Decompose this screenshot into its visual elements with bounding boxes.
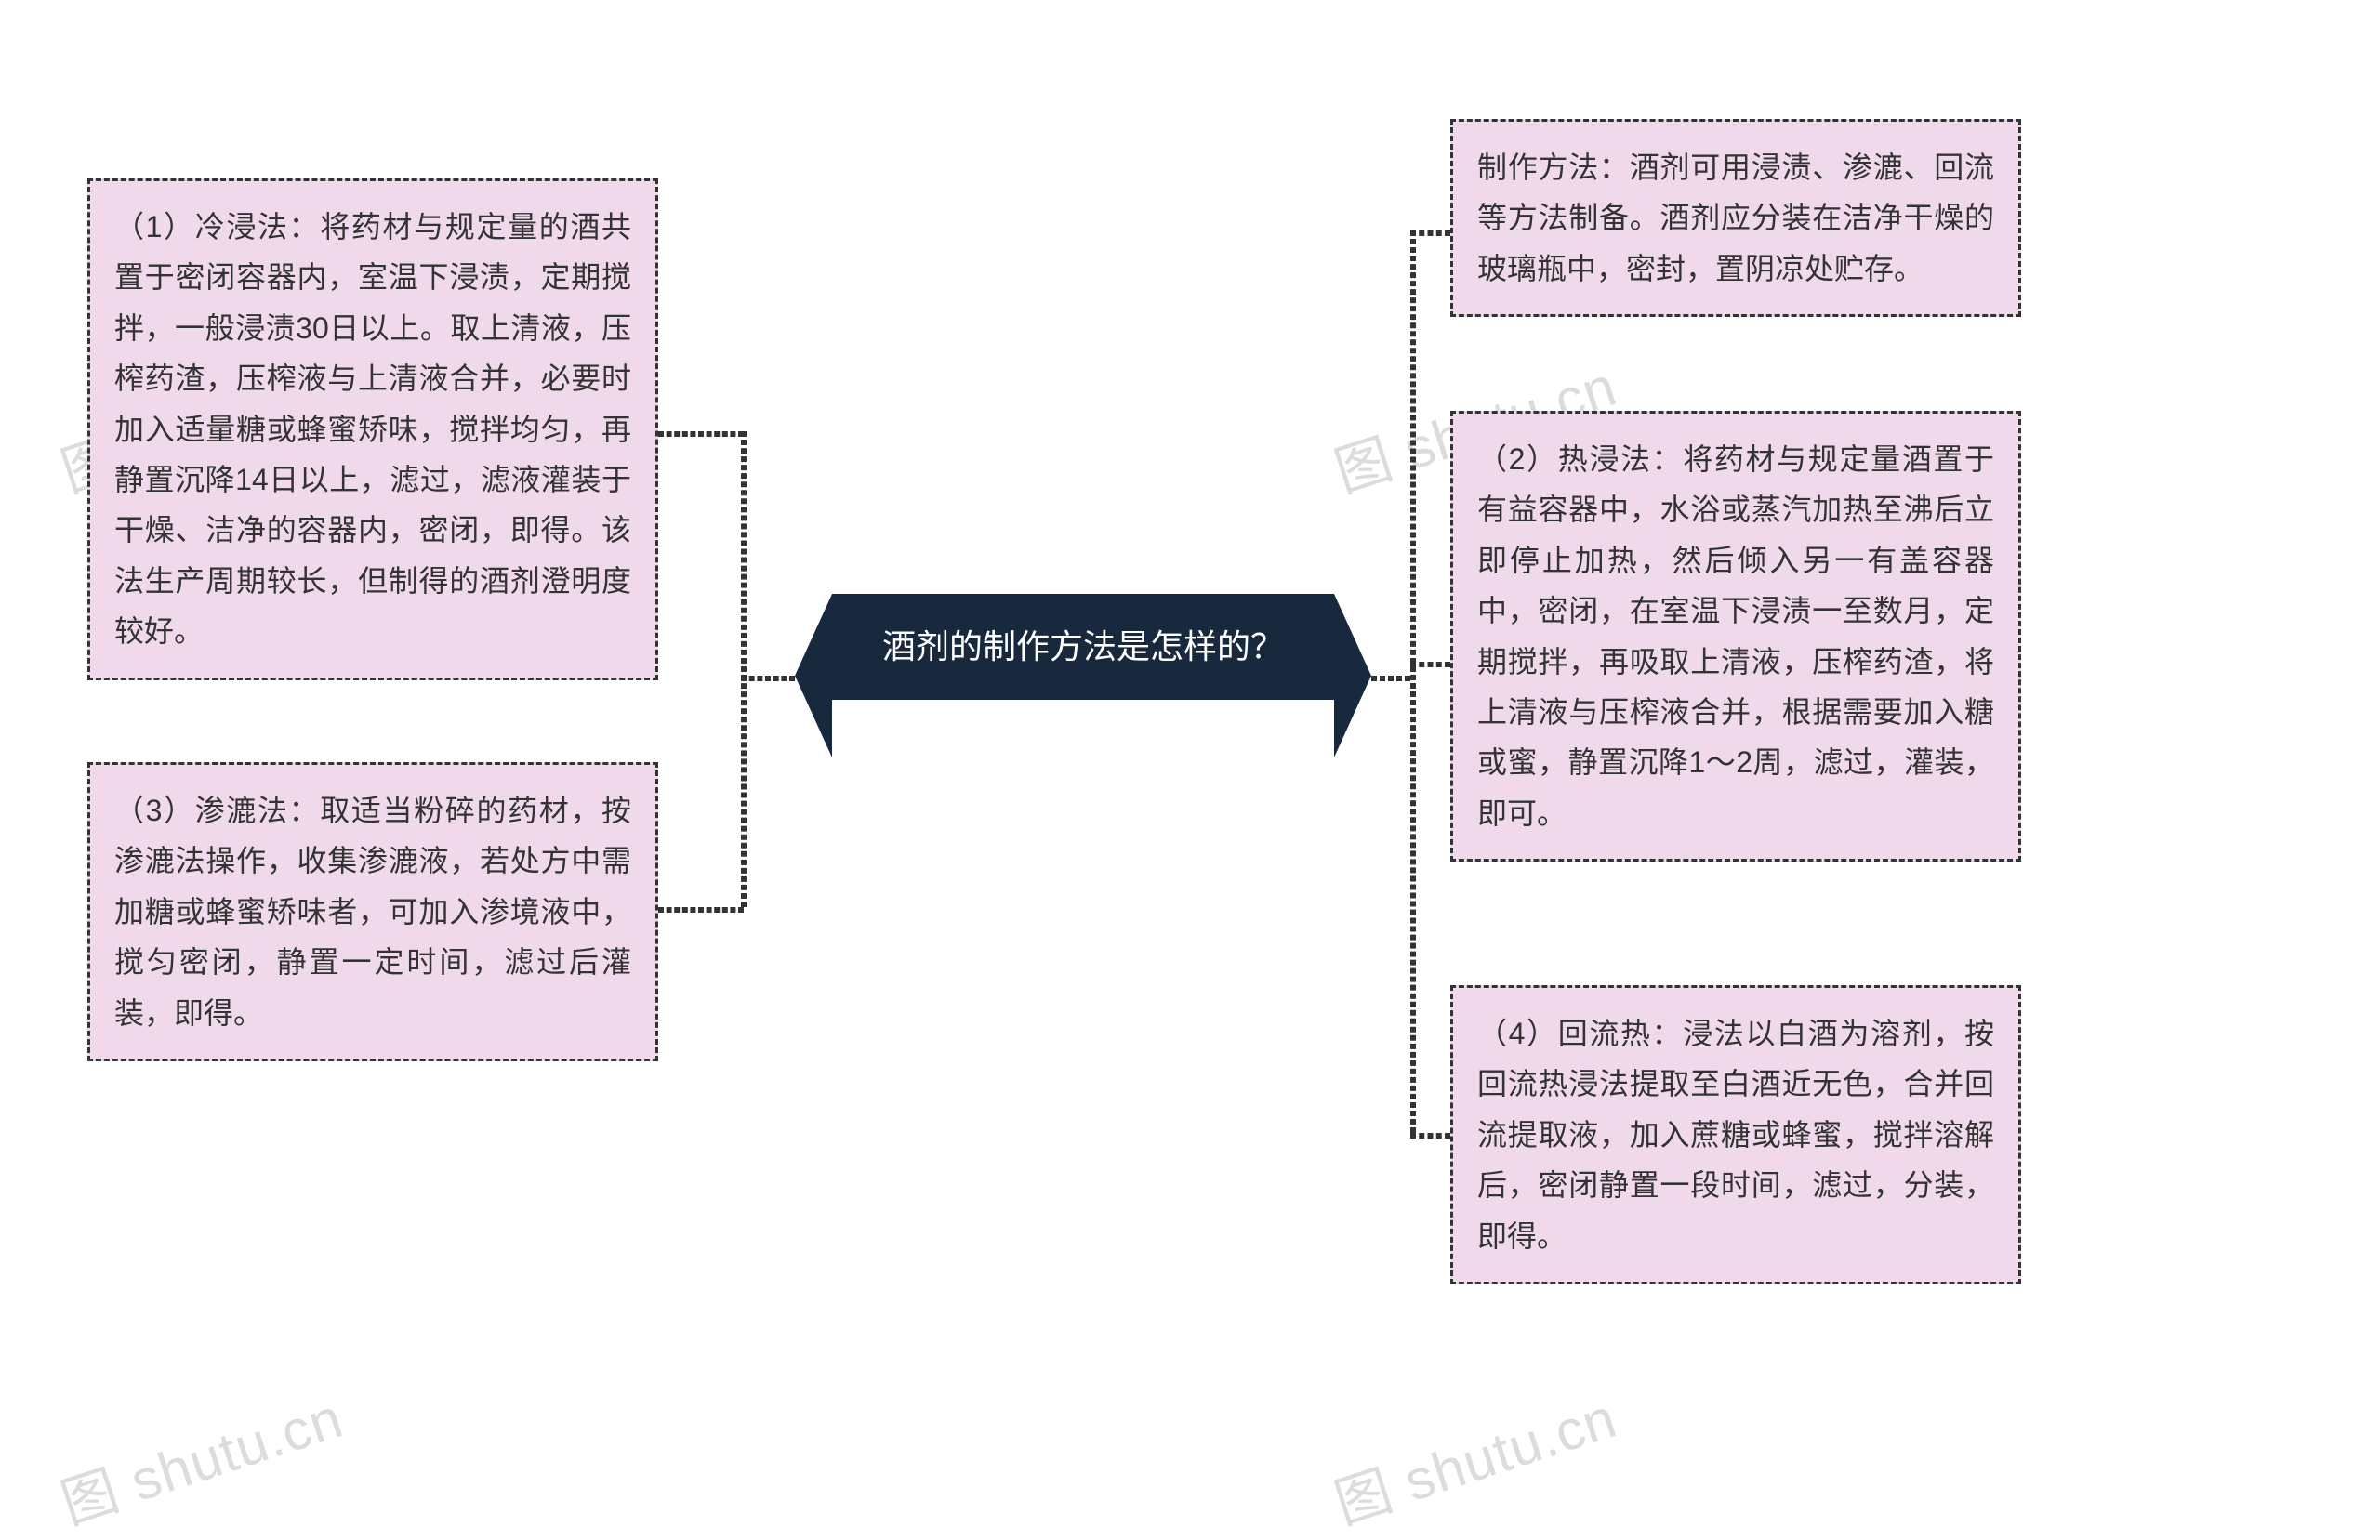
leaf-method2: （2）热浸法：将药材与规定量酒置于有益容器中，水浴或蒸汽加热至沸后立即停止加热，… [1450, 411, 2021, 862]
center-node-text: 酒剂的制作方法是怎样的？ [882, 627, 1284, 665]
center-node: 酒剂的制作方法是怎样的？ [832, 594, 1334, 700]
connector-right-stub [1371, 676, 1410, 681]
leaf-text: （1）冷浸法：将药材与规定量的酒共置于密闭容器内，室温下浸渍，定期搅拌，一般浸渍… [114, 210, 631, 648]
connector-right-2 [1410, 662, 1450, 667]
watermark: 图 shutu.cn [1323, 1373, 1625, 1540]
leaf-method1: （1）冷浸法：将药材与规定量的酒共置于密闭容器内，室温下浸渍，定期搅拌，一般浸渍… [87, 178, 658, 680]
watermark: 图 shutu.cn [49, 1373, 351, 1540]
connector-right-spine [1410, 230, 1416, 1133]
leaf-text: 制作方法：酒剂可用浸渍、渗漉、回流等方法制备。酒剂应分装在洁净干燥的玻璃瓶中，密… [1477, 151, 1994, 285]
leaf-intro: 制作方法：酒剂可用浸渍、渗漉、回流等方法制备。酒剂应分装在洁净干燥的玻璃瓶中，密… [1450, 119, 2021, 317]
leaf-text: （3）渗漉法：取适当粉碎的药材，按渗漉法操作，收集渗漉液，若处方中需加糖或蜂蜜矫… [114, 794, 631, 1030]
connector-left-1 [658, 431, 744, 437]
connector-right-4 [1410, 1133, 1450, 1139]
leaf-method3: （3）渗漉法：取适当粉碎的药材，按渗漉法操作，收集渗漉液，若处方中需加糖或蜂蜜矫… [87, 762, 658, 1061]
connector-right-intro [1410, 230, 1450, 236]
connector-left-spine [741, 431, 747, 907]
connector-left-stub [741, 676, 795, 681]
leaf-text: （4）回流热：浸法以白酒为溶剂，按回流热浸法提取至白酒近无色，合并回流提取液，加… [1477, 1017, 1994, 1253]
leaf-text: （2）热浸法：将药材与规定量酒置于有益容器中，水浴或蒸汽加热至沸后立即停止加热，… [1477, 442, 1994, 830]
connector-left-3 [658, 907, 744, 913]
leaf-method4: （4）回流热：浸法以白酒为溶剂，按回流热浸法提取至白酒近无色，合并回流提取液，加… [1450, 985, 2021, 1284]
